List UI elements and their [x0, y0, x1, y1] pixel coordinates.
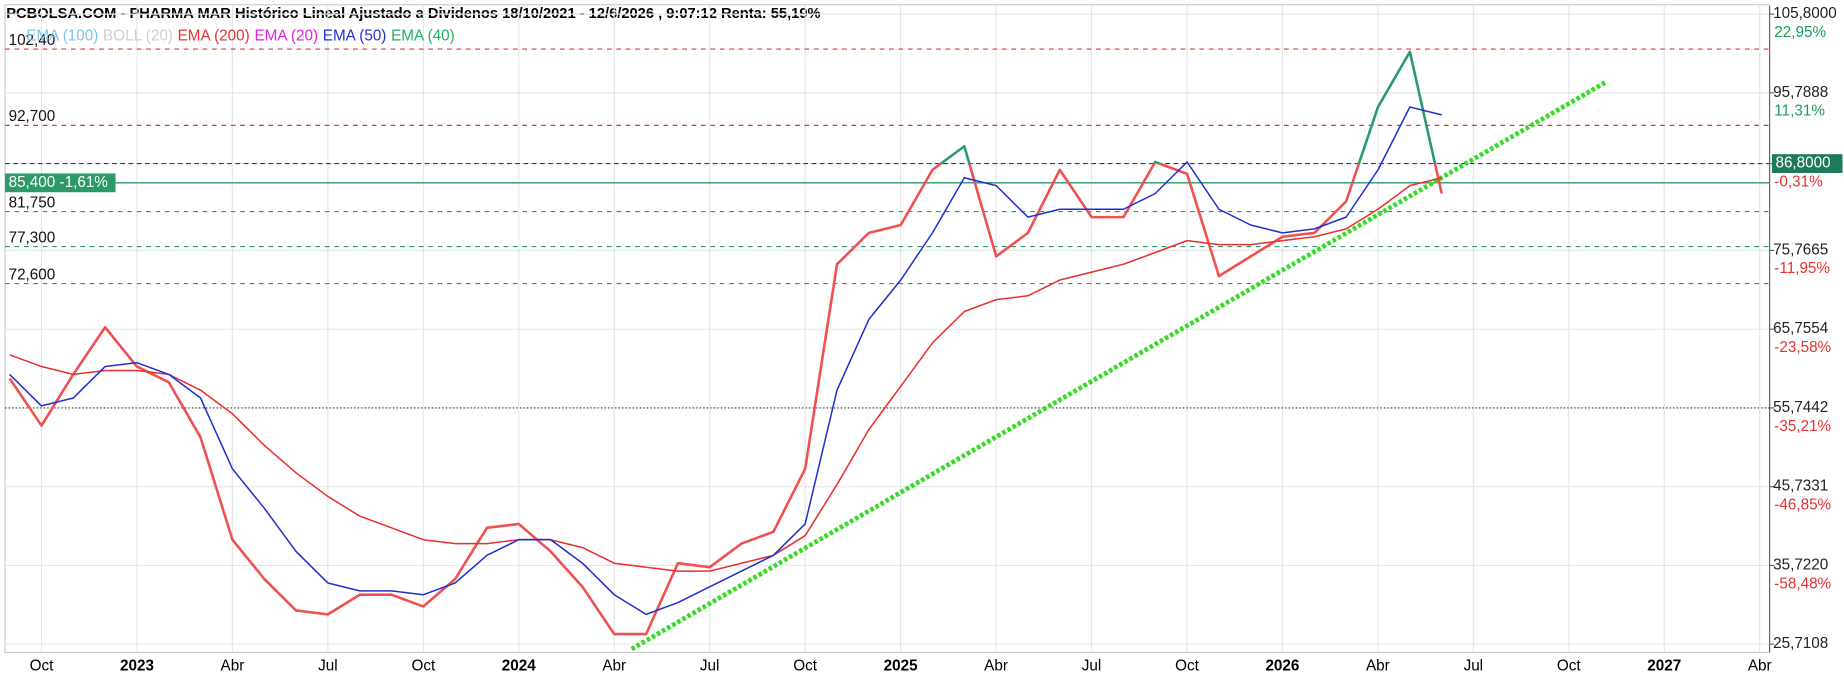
legend-entry: EMA (20) [254, 27, 318, 44]
level-label: 77,300 [9, 229, 56, 246]
x-tick-label: Oct [30, 658, 55, 675]
x-tick-label: Jul [318, 658, 338, 675]
percent-label: -11,95% [1774, 260, 1830, 277]
percent-label: 22,95% [1774, 24, 1826, 41]
x-tick-label: 2024 [502, 658, 536, 675]
level-label: 92,700 [9, 108, 56, 125]
y-tick-label: 55,7442 [1773, 399, 1828, 416]
y-tick-label: 75,7665 [1773, 241, 1828, 258]
level-label: 102,40 [9, 32, 56, 49]
percent-label: -0,31% [1774, 173, 1823, 190]
y-tick-label: 105,8000 [1773, 5, 1837, 22]
x-tick-label: Abr [984, 658, 1008, 675]
x-tick-label: Jul [700, 658, 720, 675]
y-tick-label: 45,7331 [1773, 478, 1828, 495]
legend-entry: EMA (200) [178, 27, 250, 44]
x-tick-label: Jul [1464, 658, 1484, 675]
y-tick-label: 95,7888 [1773, 84, 1828, 101]
x-tick-label: Oct [411, 658, 436, 675]
percent-label: -23,58% [1774, 339, 1831, 356]
y-tick-label: 25,7108 [1773, 635, 1828, 652]
legend-entry: BOLL (20) [103, 27, 173, 44]
percent-label: -35,21% [1774, 418, 1831, 435]
last-price-box [1771, 154, 1843, 173]
current-label: 85,400 -1,61% [9, 174, 109, 191]
x-tick-label: Abr [1748, 658, 1772, 675]
legend-entry: EMA (40) [391, 27, 455, 44]
x-tick-label: Abr [602, 658, 626, 675]
x-tick-label: 2026 [1265, 658, 1299, 675]
x-tick-label: 2027 [1647, 658, 1681, 675]
percent-label: -46,85% [1774, 497, 1831, 514]
x-tick-label: Jul [1082, 658, 1102, 675]
ema-line [9, 177, 1442, 572]
legend-entry: EMA (100) [26, 27, 98, 44]
last-price-label: 86,8000 [1775, 155, 1830, 172]
ema-line [9, 106, 1442, 616]
x-tick-label: Oct [1557, 658, 1582, 675]
x-tick-label: 2025 [884, 658, 918, 675]
x-tick-label: Oct [793, 658, 818, 675]
price-line [8, 50, 1443, 636]
legend-entry: EMA (50) [323, 27, 387, 44]
x-tick-label: Abr [221, 658, 245, 675]
percent-label: -58,48% [1774, 575, 1831, 592]
current-box [5, 173, 116, 193]
x-tick-label: Abr [1366, 658, 1390, 675]
x-tick-label: 2023 [120, 658, 154, 675]
level-label: 72,600 [9, 266, 56, 283]
y-tick-label: 65,7554 [1773, 320, 1829, 337]
x-tick-label: Oct [1175, 658, 1200, 675]
y-tick-label: 35,7220 [1773, 556, 1828, 573]
level-label: 81,750 [9, 194, 56, 211]
percent-label: 11,31% [1774, 103, 1825, 120]
